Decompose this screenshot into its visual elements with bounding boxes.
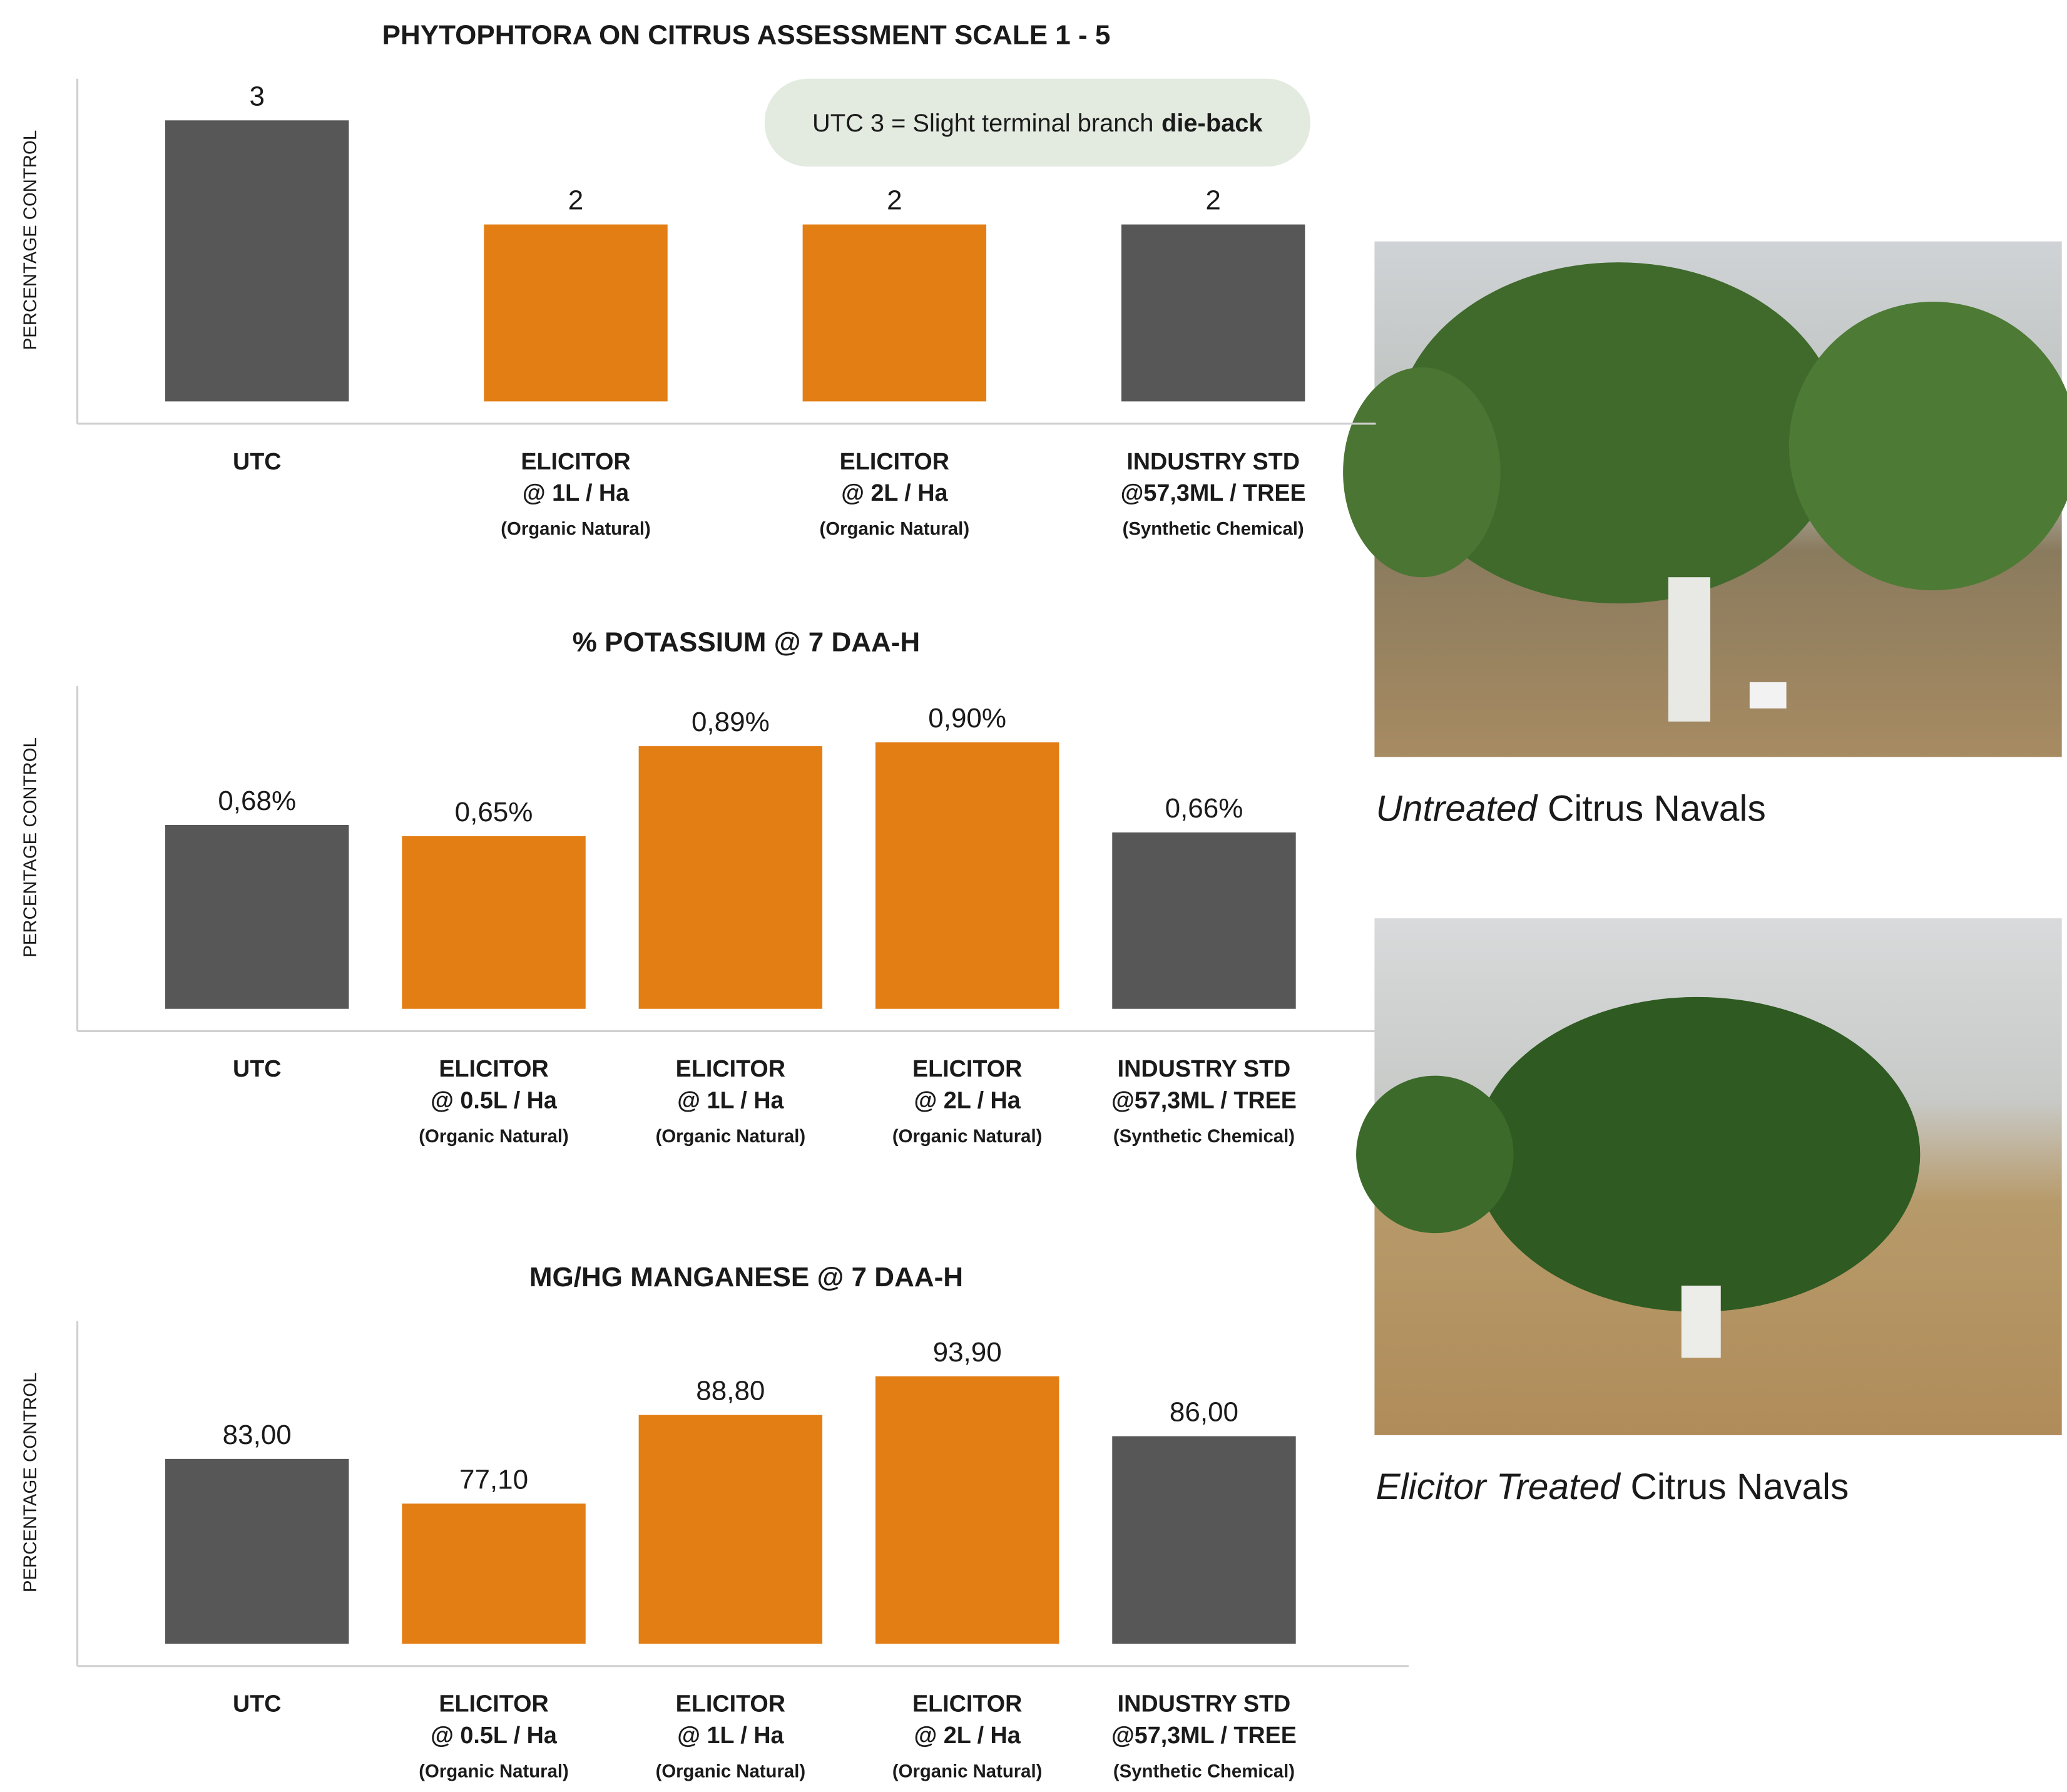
x-tick-sublabel: (Organic Natural)	[892, 1126, 1043, 1147]
x-tick-label: UTC	[233, 1055, 282, 1082]
x-tick-sublabel: (Organic Natural)	[656, 1761, 806, 1781]
annotation-emphasis: die-back	[1161, 110, 1263, 137]
value-label: 77,10	[459, 1464, 528, 1495]
x-tick-label: ELICITOR	[521, 448, 630, 474]
y-axis-label: PERCENTAGE CONTROL	[20, 737, 41, 957]
y-axis-label: PERCENTAGE CONTROL	[20, 130, 41, 350]
value-label: 93,90	[933, 1337, 1002, 1368]
annotation: UTC 3 = Slight terminal branch die-back	[812, 110, 1263, 137]
caption-emphasis: Elicitor Treated	[1376, 1466, 1622, 1507]
bar	[638, 746, 823, 1009]
x-tick-label: INDUSTRY STD	[1118, 1691, 1291, 1717]
value-label: 2	[568, 185, 583, 216]
x-tick-label: @ 1L / Ha	[677, 1722, 784, 1748]
x-tick-sublabel: (Organic Natural)	[501, 518, 651, 539]
photo-caption: Untreated Citrus Navals	[1376, 788, 1766, 829]
x-tick-label: ELICITOR	[676, 1055, 785, 1082]
x-tick-sublabel: (Organic Natural)	[820, 518, 970, 539]
y-axis-label: PERCENTAGE CONTROL	[20, 1373, 41, 1592]
photo-caption: Elicitor Treated Citrus Navals	[1376, 1466, 1849, 1507]
bar	[165, 824, 349, 1009]
bar	[875, 1376, 1059, 1644]
bar	[875, 742, 1059, 1009]
chart-title: PHYTOPHTORA ON CITRUS ASSESSMENT SCALE 1…	[382, 19, 1111, 50]
value-label: 2	[887, 185, 902, 216]
bar	[802, 224, 987, 402]
value-label: 0,68%	[218, 786, 296, 816]
value-label: 88,80	[696, 1376, 765, 1406]
x-tick-label: @ 2L / Ha	[914, 1722, 1021, 1748]
x-tick-label: ELICITOR	[840, 448, 949, 474]
bar	[638, 1415, 823, 1644]
value-label: 2	[1205, 185, 1220, 216]
x-tick-label: @ 0.5L / Ha	[431, 1087, 558, 1114]
x-tick-label: ELICITOR	[676, 1691, 785, 1717]
x-tick-label: ELICITOR	[912, 1055, 1022, 1082]
x-tick-sublabel: (Organic Natural)	[892, 1761, 1043, 1781]
value-label: 86,00	[1170, 1397, 1238, 1428]
caption-text: Citrus Navals	[1548, 788, 1766, 829]
chart-title: % POTASSIUM @ 7 DAA-H	[573, 627, 920, 658]
x-tick-sublabel: (Synthetic Chemical)	[1123, 518, 1304, 539]
bar	[1121, 224, 1305, 402]
x-tick-label: UTC	[233, 448, 282, 474]
x-tick-label: @ 1L / Ha	[677, 1087, 784, 1114]
bar	[1112, 1436, 1296, 1644]
photo-untreated	[1343, 241, 2067, 757]
bar	[165, 120, 349, 402]
x-tick-label: @ 2L / Ha	[914, 1087, 1021, 1114]
value-label: 0,66%	[1165, 793, 1243, 824]
x-tick-label: @ 0.5L / Ha	[431, 1722, 558, 1748]
x-tick-sublabel: (Synthetic Chemical)	[1113, 1761, 1295, 1781]
value-label: 0,65%	[455, 797, 533, 827]
value-label: 0,90%	[928, 703, 1006, 734]
x-tick-sublabel: (Synthetic Chemical)	[1113, 1126, 1295, 1147]
x-tick-label: UTC	[233, 1691, 282, 1717]
caption-text: Citrus Navals	[1631, 1466, 1849, 1507]
x-tick-label: @ 2L / Ha	[841, 479, 948, 506]
value-label: 83,00	[223, 1420, 292, 1450]
annotation-text: UTC 3 = Slight terminal branch	[812, 110, 1153, 137]
x-tick-label: @57,3ML / TREE	[1111, 1722, 1297, 1748]
x-tick-label: INDUSTRY STD	[1126, 448, 1300, 474]
x-tick-label: @57,3ML / TREE	[1111, 1087, 1297, 1114]
bar	[165, 1458, 349, 1644]
chart-title: MG/HG MANGANESE @ 7 DAA-H	[529, 1262, 963, 1293]
caption-emphasis: Untreated	[1376, 788, 1539, 829]
photo-treated	[1356, 918, 2062, 1435]
bar	[402, 836, 586, 1009]
bar	[402, 1503, 586, 1644]
x-tick-label: ELICITOR	[439, 1691, 548, 1717]
x-tick-label: INDUSTRY STD	[1118, 1055, 1291, 1082]
x-tick-sublabel: (Organic Natural)	[419, 1126, 569, 1147]
x-tick-label: @57,3ML / TREE	[1121, 479, 1306, 506]
x-tick-sublabel: (Organic Natural)	[656, 1126, 806, 1147]
x-tick-label: ELICITOR	[439, 1055, 548, 1082]
x-tick-label: @ 1L / Ha	[523, 479, 630, 506]
bar	[484, 224, 668, 402]
value-label: 3	[249, 81, 264, 111]
x-tick-label: ELICITOR	[912, 1691, 1022, 1717]
annotation-box	[764, 78, 1310, 167]
bar	[1112, 832, 1296, 1009]
value-label: 0,89%	[692, 707, 770, 737]
x-tick-sublabel: (Organic Natural)	[419, 1761, 569, 1781]
